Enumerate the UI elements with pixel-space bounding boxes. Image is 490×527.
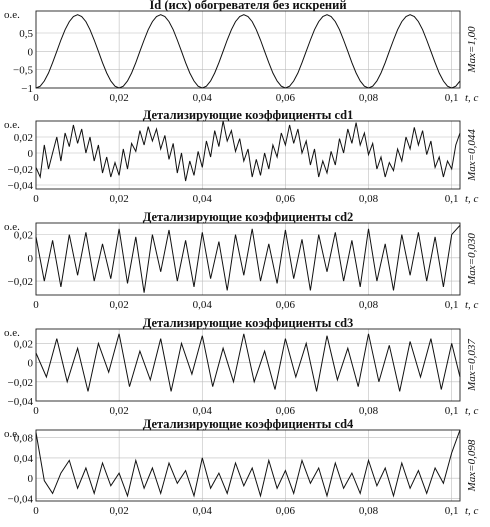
- panel-5-xtick-label: 0,1: [445, 505, 459, 517]
- panel-4-series-line: [35, 333, 461, 392]
- panel-5-xtick-label: 0,06: [276, 505, 296, 517]
- panel-1-xtick-label: 0,06: [276, 92, 296, 104]
- panel-2-xtick-label: 0,04: [193, 193, 213, 205]
- panel-3-xlabel: t, c: [465, 299, 479, 311]
- panel-5-frame: [35, 429, 461, 502]
- panel-5-series-line: [35, 429, 461, 498]
- panel-4-ytick-label: −0,02: [8, 377, 33, 389]
- panel-4-xtick-label: 0,1: [445, 405, 459, 417]
- panel-1-max-label: Max=1,00: [466, 26, 478, 74]
- panel-5-max-label: Max=0,098: [466, 439, 478, 492]
- panel-5-xlabel: t, c: [465, 505, 479, 517]
- panel-4-xtick-label: 0: [33, 405, 39, 417]
- panel-5-ylabel: о.е.: [4, 428, 20, 440]
- panel-2-xtick-label: 0,08: [359, 193, 379, 205]
- panel-4-frame: [35, 328, 461, 402]
- panel-5-xtick-label: 0,08: [359, 505, 379, 517]
- panel-3-ytick-label: −0,02: [8, 276, 33, 288]
- panel-2-title: Детализирующие коэффициенты cd1: [143, 108, 354, 122]
- panel-3-ytick-label: 0,02: [14, 230, 33, 242]
- panel-3-xtick-label: 0,1: [445, 299, 459, 311]
- panel-2-frame: [35, 120, 461, 190]
- panel-1-ytick-label: −0,5: [13, 65, 33, 77]
- panel-5-xtick-label: 0: [33, 505, 39, 517]
- panel-4-title: Детализирующие коэффициенты cd3: [143, 316, 354, 330]
- panel-3-xtick-label: 0,02: [110, 299, 129, 311]
- panel-5-ytick-label: 0,04: [14, 453, 34, 465]
- panel-2-ylabel: о.е.: [4, 119, 20, 131]
- panel-5-ytick-label: 0,08: [14, 433, 34, 445]
- panel-2-xtick-label: 0,06: [276, 193, 296, 205]
- panel-2-ytick-label: −0,02: [8, 164, 33, 176]
- panel-2-ytick-label: 0: [28, 148, 34, 160]
- panel-3-xtick-label: 0: [33, 299, 39, 311]
- panel-1-ytick-label: −1: [21, 83, 33, 95]
- panel-3-title: Детализирующие коэффициенты cd2: [143, 210, 354, 224]
- panel-3-ytick-label: 0: [28, 253, 34, 265]
- panel-4-ytick-label: −0,04: [8, 396, 34, 408]
- panel-2-xlabel: t, c: [465, 193, 479, 205]
- panel-3-xtick-label: 0,06: [276, 299, 296, 311]
- panel-3-frame: [35, 222, 461, 296]
- panel-1-ytick-label: 0: [28, 46, 34, 58]
- panel-1-ylabel: о.е.: [4, 9, 20, 21]
- panel-1-xtick-label: 0,08: [359, 92, 379, 104]
- panel-4-ylabel: о.е.: [4, 327, 20, 339]
- panel-5-ytick-label: 0: [28, 473, 34, 485]
- panel-4-xtick-label: 0,02: [110, 405, 129, 417]
- panel-1-xlabel: t, c: [465, 92, 479, 104]
- panel-2-series-line: [35, 120, 461, 182]
- panel-5-title: Детализирующие коэффициенты cd4: [143, 417, 354, 431]
- panel-1-xtick-label: 0,04: [193, 92, 213, 104]
- panel-3-xtick-label: 0,08: [359, 299, 379, 311]
- panel-1-xtick-label: 0,1: [445, 92, 459, 104]
- panel-2-xtick-label: 0,02: [110, 193, 129, 205]
- panel-3-xtick-label: 0,04: [193, 299, 213, 311]
- panel-3-series-line: [35, 224, 461, 293]
- panel-5-xtick-label: 0,04: [193, 505, 213, 517]
- panel-1-title: Id (исх) обогревателя без искрений: [149, 0, 346, 12]
- panel-4-max-label: Max=0,037: [466, 339, 478, 392]
- panel-4-xlabel: t, c: [465, 405, 479, 417]
- panel-4-xtick-label: 0,08: [359, 405, 379, 417]
- panel-2-ytick-label: −0,04: [8, 180, 34, 192]
- panel-1-xtick-label: 0: [33, 92, 39, 104]
- panel-4-ytick-label: 0,02: [14, 338, 33, 350]
- panel-5-xtick-label: 0,02: [110, 505, 129, 517]
- panel-1-frame: [35, 10, 461, 89]
- panel-4-xtick-label: 0,06: [276, 405, 296, 417]
- panel-2-ytick-label: 0,02: [14, 132, 33, 144]
- panel-4-ytick-label: 0: [28, 358, 34, 370]
- panel-3-max-label: Max=0,030: [466, 233, 478, 286]
- panel-2-xtick-label: 0: [33, 193, 39, 205]
- panel-2-max-label: Max=0,044: [466, 129, 478, 182]
- panel-1-series-line: [35, 14, 461, 89]
- panel-5-ytick-label: −0,04: [8, 493, 34, 505]
- panel-4-xtick-label: 0,04: [193, 405, 213, 417]
- panel-3-ylabel: о.е.: [4, 221, 20, 233]
- panel-1-ytick-label: 0,5: [19, 28, 33, 40]
- panel-2-xtick-label: 0,1: [445, 193, 459, 205]
- panel-1-xtick-label: 0,02: [110, 92, 129, 104]
